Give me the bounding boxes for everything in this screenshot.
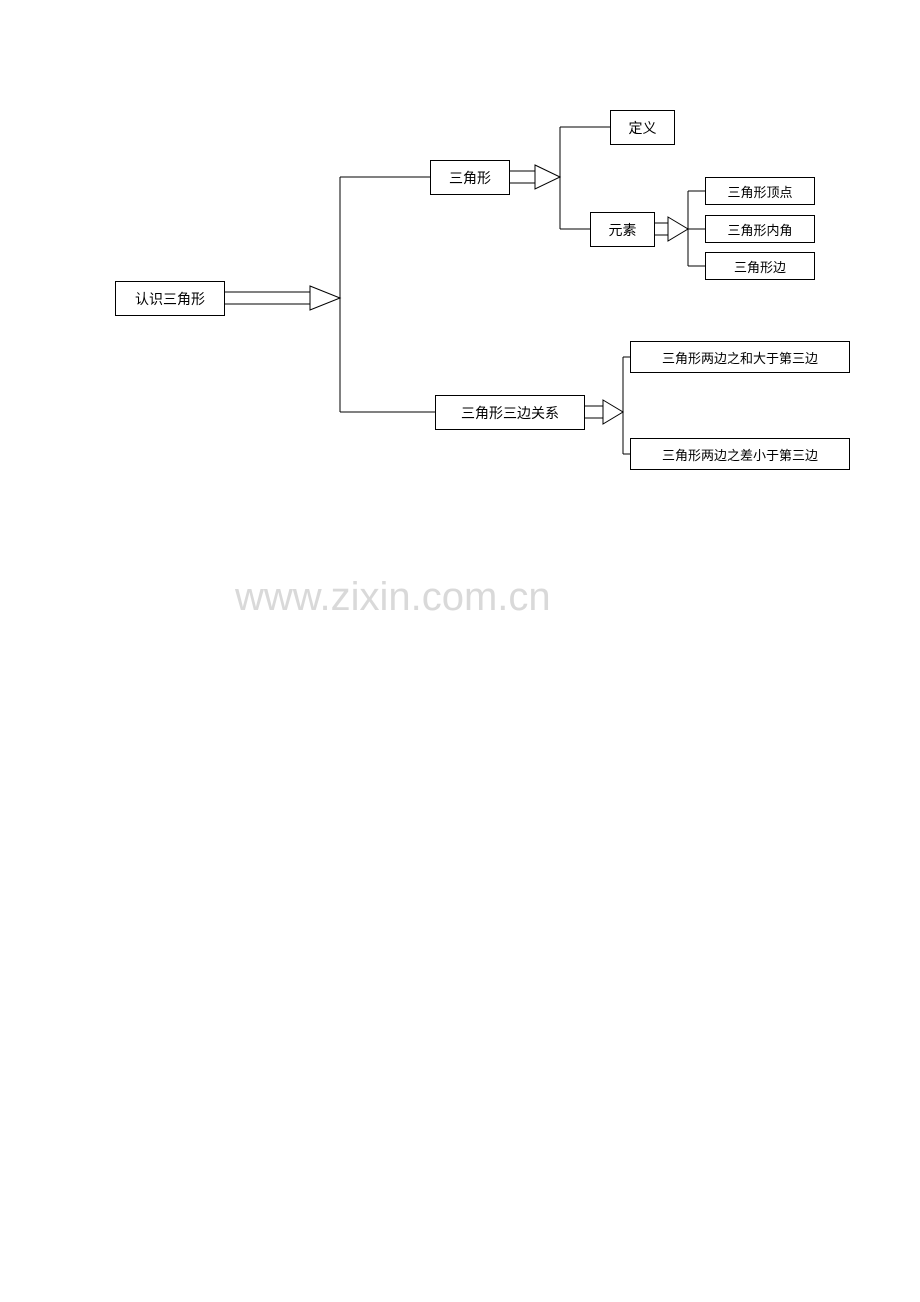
node-relation-label: 三角形三边关系	[461, 403, 559, 423]
node-vertex-label: 三角形顶点	[727, 182, 792, 201]
node-elements-label: 元素	[609, 220, 637, 240]
node-side-label: 三角形边	[734, 257, 786, 276]
watermark-text: www.zixin.com.cn	[235, 575, 551, 620]
node-side: 三角形边	[705, 252, 815, 280]
node-angle: 三角形内角	[705, 215, 815, 243]
node-triangle-label: 三角形	[449, 168, 491, 188]
node-relation: 三角形三边关系	[435, 395, 585, 430]
node-definition-label: 定义	[629, 118, 657, 138]
node-sum-label: 三角形两边之和大于第三边	[662, 348, 818, 367]
node-vertex: 三角形顶点	[705, 177, 815, 205]
node-angle-label: 三角形内角	[727, 220, 792, 239]
node-diff: 三角形两边之差小于第三边	[630, 438, 850, 470]
node-sum: 三角形两边之和大于第三边	[630, 341, 850, 373]
node-diff-label: 三角形两边之差小于第三边	[662, 445, 818, 464]
node-root: 认识三角形	[115, 281, 225, 316]
node-elements: 元素	[590, 212, 655, 247]
node-definition: 定义	[610, 110, 675, 145]
node-triangle: 三角形	[430, 160, 510, 195]
node-root-label: 认识三角形	[135, 289, 205, 309]
